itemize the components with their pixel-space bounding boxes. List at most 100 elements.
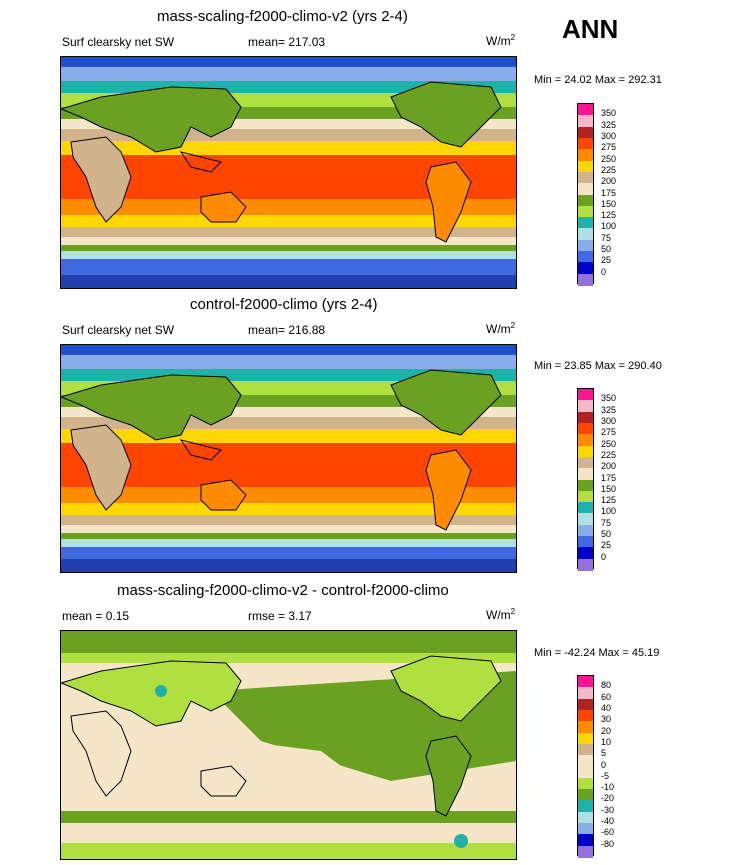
colorbar-label: 40	[601, 702, 612, 713]
colorbar-label: 225	[601, 449, 617, 460]
panel1-mean: mean= 217.03	[248, 35, 326, 49]
colorbar-label: 50	[601, 529, 612, 540]
colorbar-label: 0	[601, 266, 607, 277]
colorbar-label: 100	[601, 506, 617, 517]
colorbar-swatch	[578, 513, 593, 526]
colorbar-swatch	[578, 160, 593, 173]
panel2-units: W/m2	[486, 321, 516, 336]
colorbar-swatch	[578, 434, 593, 447]
colorbar-label: 80	[601, 680, 612, 691]
colorbar-label: 60	[601, 691, 612, 702]
colorbar-label: 0	[601, 759, 607, 770]
colorbar-swatch	[578, 217, 593, 229]
panel1-title: mass-scaling-f2000-climo-v2 (yrs 2-4)	[157, 8, 408, 25]
colorbar-swatch	[578, 811, 593, 824]
colorbar-label: 20	[601, 725, 612, 736]
colorbar-label: 275	[601, 427, 617, 438]
panel3-units: W/m2	[486, 607, 516, 622]
panel2-minmax: Min = 23.85 Max = 290.40	[534, 360, 662, 372]
colorbar-label: 0	[601, 551, 607, 562]
colorbar-label: -80	[601, 838, 615, 849]
colorbar-label: -40	[601, 816, 615, 827]
colorbar-swatch	[578, 789, 593, 801]
colorbar-swatch	[578, 149, 593, 162]
colorbar-label: 25	[601, 255, 612, 266]
colorbar-swatch	[578, 205, 593, 218]
colorbar-label: 50	[601, 244, 612, 255]
colorbar-swatch	[578, 547, 593, 560]
colorbar-swatch	[578, 468, 593, 480]
colorbar-swatch	[578, 536, 593, 548]
colorbar-label: 275	[601, 142, 617, 153]
colorbar-swatch	[578, 115, 593, 128]
colorbar-swatch	[578, 766, 593, 779]
panel2-mean: mean= 216.88	[248, 323, 326, 337]
colorbar-label: 125	[601, 495, 617, 506]
colorbar-swatch	[578, 502, 593, 514]
colorbar-swatch	[578, 194, 593, 207]
colorbar-label: 10	[601, 736, 612, 747]
colorbar-swatch	[578, 228, 593, 241]
panel3-mean: mean = 0.15	[62, 609, 130, 623]
colorbar-swatch	[578, 777, 593, 790]
colorbar-swatch	[578, 490, 593, 503]
colorbar-label: -20	[601, 793, 615, 804]
colorbar-label: 325	[601, 404, 617, 415]
colorbar-label: 75	[601, 517, 612, 528]
colorbar-swatch	[578, 800, 593, 813]
colorbar-swatch	[578, 709, 593, 722]
panel2-map	[60, 344, 517, 573]
panel3-map	[60, 630, 517, 860]
colorbar-label: 175	[601, 187, 617, 198]
season-label: ANN	[562, 14, 619, 44]
colorbar-label: 5	[601, 748, 607, 759]
colorbar-swatch	[578, 183, 593, 195]
colorbar-swatch	[578, 687, 593, 700]
colorbar-swatch	[578, 389, 593, 401]
colorbar-label: 300	[601, 130, 617, 141]
colorbar-swatch	[578, 239, 593, 252]
colorbar-swatch	[578, 845, 593, 858]
colorbar-swatch	[578, 755, 593, 767]
colorbar-swatch	[578, 262, 593, 275]
colorbar-swatch	[578, 445, 593, 458]
colorbar-label: -5	[601, 770, 610, 781]
colorbar-label: 250	[601, 438, 617, 449]
colorbar-label: 200	[601, 176, 617, 187]
colorbar-label: -10	[601, 782, 615, 793]
colorbar-swatch	[578, 456, 593, 469]
colorbar-label: 225	[601, 164, 617, 175]
colorbar-label: 30	[601, 714, 612, 725]
colorbar-swatch	[578, 411, 593, 424]
panel3-title: mass-scaling-f2000-climo-v2 - control-f2…	[117, 582, 449, 599]
colorbar-label: 250	[601, 153, 617, 164]
panel1-variable: Surf clearsky net SW	[62, 35, 175, 49]
colorbar-label: 25	[601, 540, 612, 551]
colorbar-label: 350	[601, 108, 617, 119]
colorbar-label: 300	[601, 415, 617, 426]
colorbar-label: -60	[601, 827, 615, 838]
colorbar-label: 200	[601, 461, 617, 472]
colorbar-swatch	[578, 834, 593, 847]
panel1-map	[60, 56, 517, 289]
colorbar-label: 350	[601, 393, 617, 404]
colorbar-swatch	[578, 126, 593, 139]
colorbar-swatch	[578, 732, 593, 745]
panel1-units: W/m2	[486, 33, 516, 48]
colorbar-label: 125	[601, 210, 617, 221]
colorbar-label: 100	[601, 221, 617, 232]
panel2-variable: Surf clearsky net SW	[62, 323, 175, 337]
colorbar-swatch	[578, 251, 593, 263]
colorbar-swatch	[578, 524, 593, 537]
panel3-rmse: rmse = 3.17	[248, 609, 312, 623]
colorbar-swatch	[578, 823, 593, 835]
colorbar-label: 325	[601, 119, 617, 130]
colorbar-swatch	[578, 558, 593, 571]
panel2-title: control-f2000-climo (yrs 2-4)	[190, 296, 378, 313]
panel1-minmax: Min = 24.02 Max = 292.31	[534, 74, 662, 86]
colorbar-swatch	[578, 676, 593, 688]
colorbar-swatch	[578, 273, 593, 286]
colorbar-swatch	[578, 400, 593, 413]
colorbar-label: 150	[601, 483, 617, 494]
colorbar-label: 175	[601, 472, 617, 483]
